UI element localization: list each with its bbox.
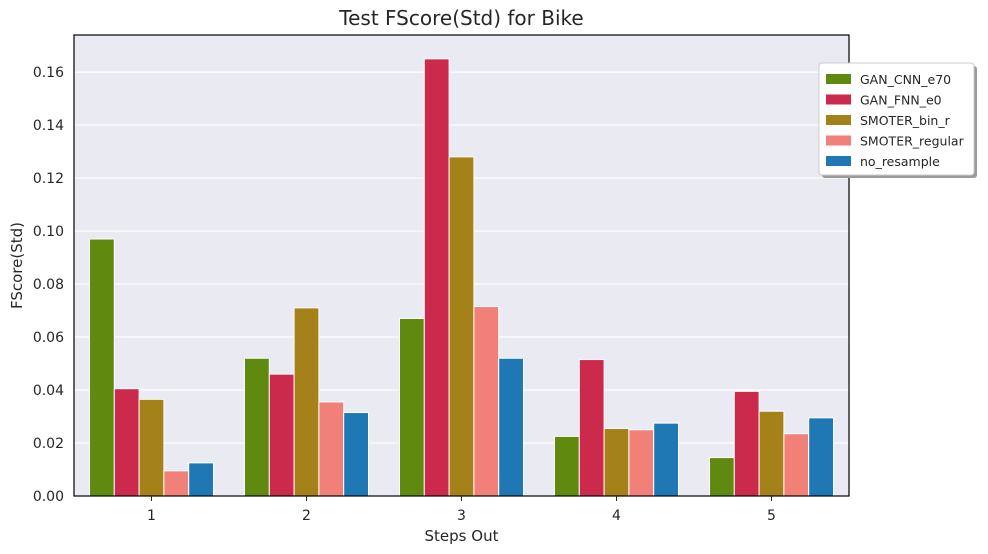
bar-SMOTER_regular-1 (163, 470, 190, 497)
bar-SMOTER_bin_r-4 (603, 427, 630, 497)
bar-no_resample-4 (653, 422, 680, 497)
bar-no_resample-5 (808, 417, 835, 497)
x-tick-label: 4 (612, 508, 621, 524)
legend-box (818, 62, 975, 176)
legend-label: GAN_FNN_e0 (860, 93, 942, 108)
bar-GAN_FNN_e0-4 (578, 359, 605, 497)
y-axis-label: FScore(Std) (8, 222, 26, 309)
bar-GAN_CNN_e70-5 (709, 457, 735, 497)
legend-label: SMOTER_regular (860, 134, 965, 149)
legend: GAN_CNN_e70 GAN_FNN_e0 SMOTER_bin_r SMOTER_… (818, 62, 977, 178)
bar-GAN_FNN_e0-5 (733, 390, 760, 497)
bar-GAN_CNN_e70-2 (244, 357, 270, 497)
bar-no_resample-3 (498, 357, 525, 497)
y-tick-label: 0.12 (33, 171, 64, 187)
legend-swatch (826, 74, 851, 84)
x-tick-label: 5 (767, 508, 776, 524)
y-axis-ticks: 0.00 0.02 0.04 0.06 0.08 0.10 0.12 0.14 0.16 (33, 65, 64, 505)
bar-SMOTER_bin_r-2 (293, 307, 320, 497)
y-tick-label: 0.00 (33, 489, 64, 505)
bar-GAN_CNN_e70-1 (89, 238, 115, 497)
bar-GAN_FNN_e0-1 (113, 388, 140, 497)
bars (89, 58, 835, 497)
bar-no_resample-1 (188, 462, 214, 497)
y-tick-label: 0.14 (33, 118, 64, 134)
bar-SMOTER_bin_r-1 (138, 398, 165, 497)
x-tick-label: 1 (147, 508, 156, 524)
y-tick-label: 0.02 (33, 436, 64, 452)
y-tick-label: 0.06 (33, 330, 64, 346)
y-tick-label: 0.08 (33, 277, 64, 293)
bar-SMOTER_regular-3 (473, 306, 500, 497)
x-axis-label: Steps Out (425, 527, 499, 545)
y-tick-label: 0.10 (33, 224, 64, 240)
x-tick-label: 2 (302, 508, 311, 524)
x-tick-label: 3 (457, 508, 466, 524)
x-axis-ticks: 1 2 3 4 5 (147, 496, 776, 524)
bar-GAN_CNN_e70-3 (399, 317, 425, 497)
bar-SMOTER_bin_r-5 (758, 410, 785, 497)
bar-SMOTER_regular-4 (628, 429, 655, 497)
legend-swatch (826, 94, 851, 105)
legend-label: no_resample (860, 154, 940, 169)
y-tick-label: 0.16 (33, 65, 64, 81)
bar-SMOTER_regular-5 (783, 433, 810, 497)
legend-swatch (826, 156, 851, 166)
y-tick-label: 0.04 (33, 383, 64, 399)
legend-swatch (826, 115, 851, 125)
bar-SMOTER_regular-2 (318, 401, 345, 497)
bar-no_resample-2 (343, 412, 370, 497)
legend-label: SMOTER_bin_r (860, 113, 951, 128)
bar-SMOTER_bin_r-3 (448, 156, 475, 497)
bar-GAN_FNN_e0-3 (423, 58, 450, 497)
bar-GAN_CNN_e70-4 (554, 435, 580, 497)
legend-label: GAN_CNN_e70 (860, 72, 951, 87)
legend-swatch (826, 135, 851, 146)
bar-GAN_FNN_e0-2 (268, 373, 295, 497)
chart-title: Test FScore(Std) for Bike (338, 6, 583, 30)
